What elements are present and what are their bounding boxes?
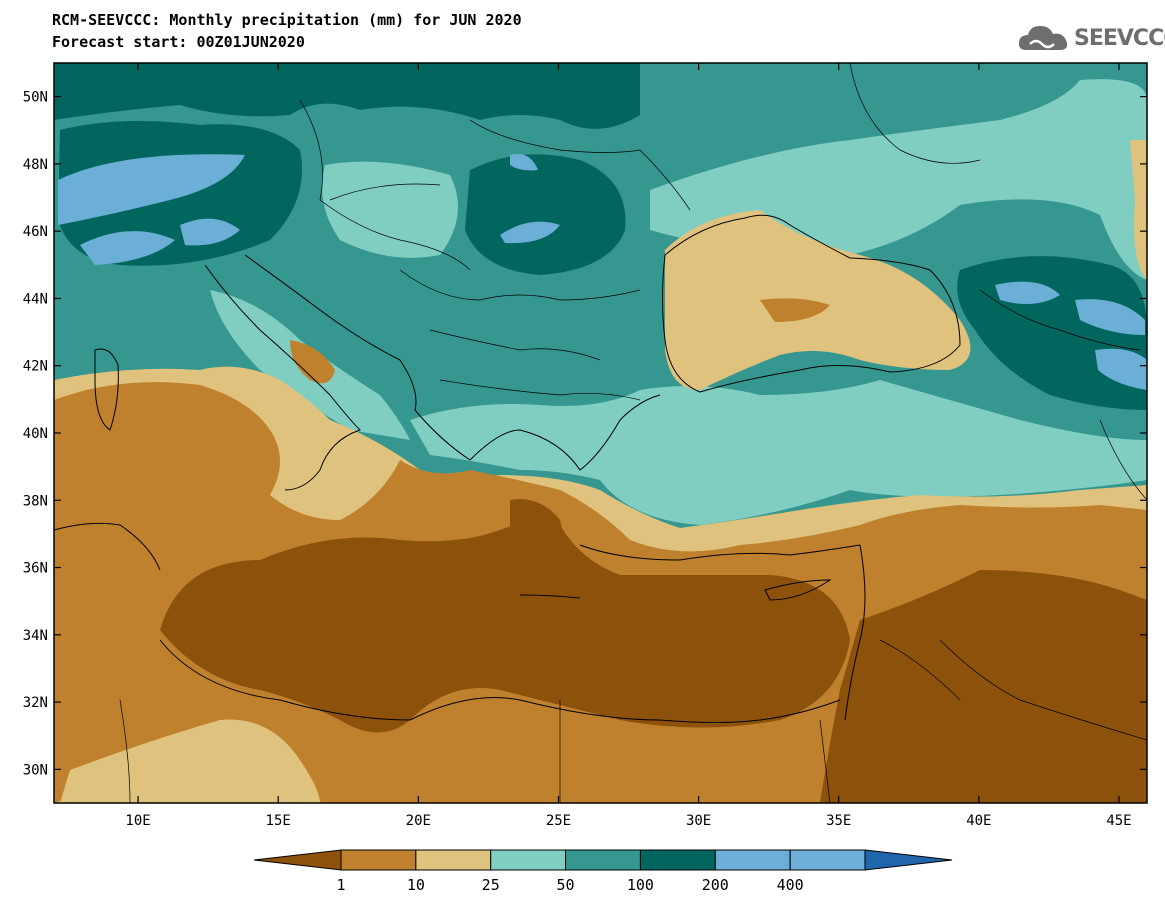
lat-tick-label: 40N [23, 426, 48, 442]
colorbar-level-label: 400 [777, 876, 804, 894]
field-lt1 [160, 521, 850, 733]
lat-tick-label: 30N [23, 762, 48, 778]
colorbar-swatch-1-10 [340, 849, 417, 871]
forecast-start-label: Forecast start: 00Z01JUN2020 [52, 33, 305, 51]
seevccc-logo: SEEVCCC [1016, 20, 1165, 60]
lon-tick-label: 45E [1106, 813, 1131, 829]
country-borders [119, 63, 1147, 803]
colorbar-level-label: 10 [407, 876, 425, 894]
colorbar-level-label: 200 [702, 876, 729, 894]
lat-tick-label: 32N [23, 695, 48, 711]
colorbar-swatch-100-200 [639, 849, 716, 871]
colorbar-level-label: 100 [627, 876, 654, 894]
lon-tick-label: 15E [266, 813, 291, 829]
colorbar: 1 10 25 50 100 200 400 [253, 849, 953, 894]
lat-tick-label: 44N [23, 291, 48, 307]
chart-title: RCM-SEEVCCC: Monthly precipitation (mm) … [52, 11, 522, 29]
lon-tick-label: 35E [826, 813, 851, 829]
lon-tick-label: 40E [966, 813, 991, 829]
lon-tick-label: 30E [686, 813, 711, 829]
colorbar-swatch-200-400 [789, 849, 866, 871]
colorbar-swatch-gt400 [864, 849, 953, 871]
lat-tick-label: 38N [23, 493, 48, 509]
latitude-axis: 50N 48N 46N 44N 42N 40N 38N 36N 34N 32N 30N [23, 90, 1147, 778]
lat-tick-label: 42N [23, 359, 48, 375]
coastlines [54, 214, 961, 723]
longitude-axis: 10E 15E 20E 25E 30E 35E 40E 45E [125, 63, 1132, 829]
colorbar-level-label: 50 [557, 876, 575, 894]
lat-tick-label: 50N [23, 90, 48, 106]
colorbar-level-label: 1 [336, 876, 345, 894]
colorbar-swatch-10-25 [415, 849, 492, 871]
field-100-200 [54, 63, 640, 129]
lon-tick-label: 10E [125, 813, 150, 829]
lat-tick-label: 46N [23, 224, 48, 240]
cloud-icon [1018, 26, 1068, 50]
lat-tick-label: 48N [23, 157, 48, 173]
colorbar-swatch-lt1 [253, 849, 342, 871]
logo-text: SEEVCCC [1074, 26, 1165, 51]
field-200-400 [58, 154, 245, 225]
field-10-25 [665, 210, 971, 390]
lon-tick-label: 25E [546, 813, 571, 829]
lat-tick-label: 34N [23, 628, 48, 644]
colorbar-level-label: 25 [482, 876, 500, 894]
field-25-50 [322, 161, 458, 258]
colorbar-swatch-200-400 [714, 849, 791, 871]
colorbar-swatch-50-100 [565, 849, 641, 871]
colorbar-swatch-25-50 [490, 849, 567, 871]
map-fields [54, 63, 1147, 803]
lat-tick-label: 36N [23, 561, 48, 577]
lon-tick-label: 20E [406, 813, 431, 829]
